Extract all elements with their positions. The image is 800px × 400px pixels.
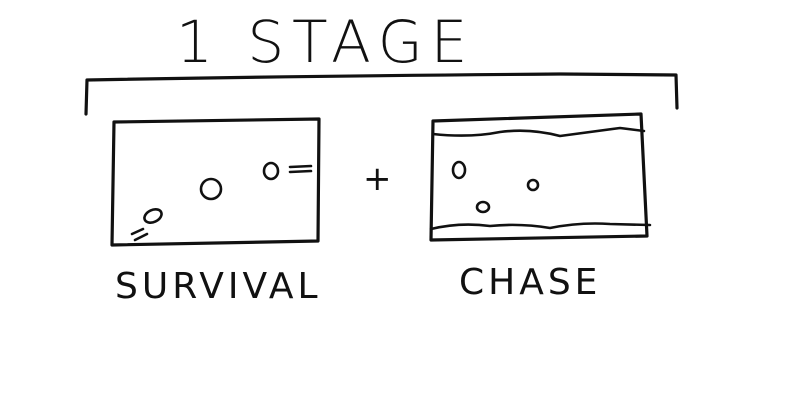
survival-player xyxy=(262,161,280,181)
plus-operator: + xyxy=(363,159,392,199)
survival-panel xyxy=(110,117,321,247)
chase-player xyxy=(451,160,467,180)
survival-enemy-medium xyxy=(199,177,223,201)
chase-frame xyxy=(429,112,649,242)
chase-panel xyxy=(429,112,652,242)
chase-enemy-upper xyxy=(526,178,540,192)
survival-label: SURVIVAL xyxy=(115,266,322,307)
survival-player-motion-lines xyxy=(288,164,313,174)
survival-enemy-small xyxy=(143,208,163,224)
grouping-bracket xyxy=(84,72,679,116)
survival-motion-lines xyxy=(130,227,149,242)
chase-enemy-lower xyxy=(475,200,491,214)
chase-top-wall xyxy=(431,126,646,138)
chase-bottom-wall xyxy=(429,222,652,231)
stage-title: 1 STAGE xyxy=(176,8,475,76)
chase-label: CHASE xyxy=(459,262,601,303)
survival-frame xyxy=(110,117,321,247)
